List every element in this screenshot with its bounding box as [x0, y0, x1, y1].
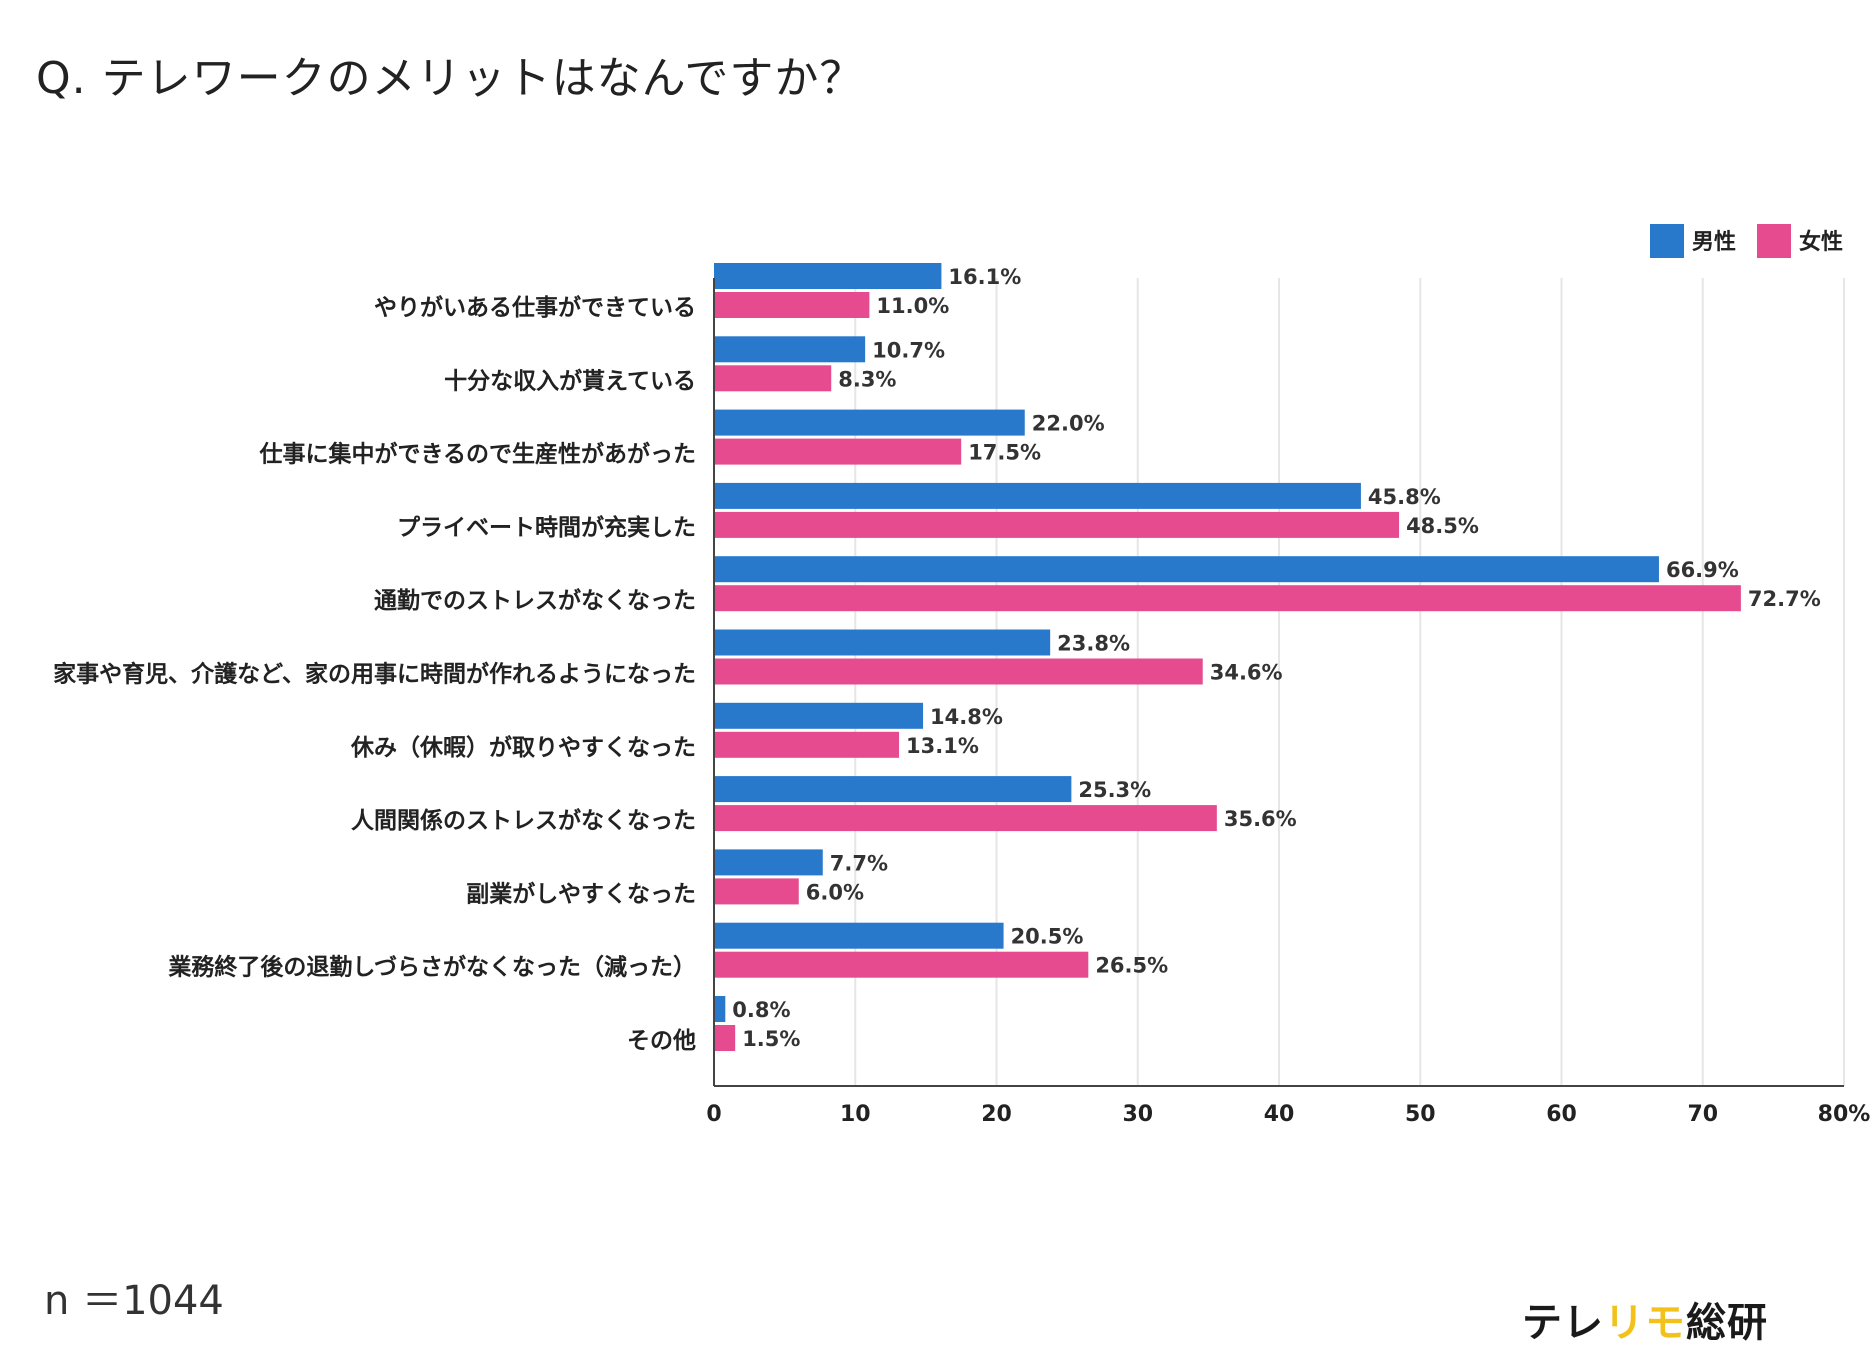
value-label-female: 26.5%: [1095, 954, 1168, 978]
category-label: 仕事に集中ができるので生産性があがった: [258, 441, 696, 468]
x-tick-label: 40: [1264, 1102, 1295, 1127]
value-label-male: 23.8%: [1057, 632, 1130, 656]
bar-male: [714, 263, 942, 289]
x-tick-label: 70: [1687, 1102, 1718, 1127]
bar-female: [714, 805, 1217, 832]
value-label-female: 11.0%: [876, 294, 949, 318]
bar-female: [714, 731, 900, 758]
legend-swatch-male: [1650, 224, 1684, 258]
legend-label-female: 女性: [1799, 229, 1843, 255]
brand-logo: テレリモ総研: [1522, 1290, 1768, 1348]
category-label: 家事や育児、介護など、家の用事に時間が作れるようになった: [53, 661, 696, 688]
category-label: 十分な収入が貰えている: [444, 367, 696, 394]
bar-male: [714, 922, 1004, 949]
x-tick-label: 60: [1546, 1102, 1577, 1127]
bar-female: [714, 878, 799, 905]
bar-female: [714, 1025, 736, 1051]
labels: 0 10 20 30 40 50 60 70 80% やりがいある仕事ができている 16.1% 11.…: [53, 265, 1870, 1127]
bar-female: [714, 585, 1741, 612]
bar-male: [714, 849, 823, 876]
bar-female: [714, 951, 1089, 978]
x-tick-label: 0: [706, 1102, 721, 1127]
x-tick-label: 20: [981, 1102, 1012, 1127]
question-title: Q. テレワークのメリットはなんですか？: [36, 53, 865, 104]
bar-female: [714, 365, 832, 392]
bar-male: [714, 776, 1072, 803]
value-label-female: 48.5%: [1406, 514, 1479, 538]
value-label-male: 0.8%: [732, 998, 790, 1022]
value-label-female: 34.6%: [1210, 661, 1283, 685]
value-label-female: 1.5%: [742, 1027, 800, 1051]
value-label-male: 66.9%: [1666, 558, 1739, 582]
legend-label-male: 男性: [1692, 230, 1736, 255]
brand-part-2: リモ: [1604, 1300, 1686, 1346]
bar-female: [714, 438, 962, 465]
value-label-female: 72.7%: [1748, 587, 1821, 611]
value-label-male: 20.5%: [1011, 925, 1084, 949]
x-tick-label: 30: [1122, 1102, 1153, 1127]
category-label: 副業がしやすくなった: [466, 880, 696, 907]
x-tick-label: 80%: [1818, 1102, 1870, 1127]
category-label: 通勤でのストレスがなくなった: [374, 587, 696, 614]
axes: [713, 278, 1844, 1087]
brand-part-1: テレ: [1522, 1300, 1604, 1346]
value-label-male: 16.1%: [948, 265, 1021, 289]
category-label: プライベート時間が充実した: [397, 514, 696, 541]
category-label: やりがいある仕事ができている: [374, 294, 696, 321]
bar-male: [714, 482, 1361, 509]
bar-female: [714, 292, 870, 318]
brand-part-3: 総研: [1686, 1300, 1768, 1346]
value-label-female: 17.5%: [968, 441, 1041, 465]
legend: 男性 女性: [1650, 224, 1843, 258]
category-label: 人間関係のストレスがなくなった: [351, 807, 696, 834]
sample-size: n ＝1044: [44, 1278, 224, 1324]
legend-swatch-female: [1757, 224, 1791, 258]
value-label-male: 22.0%: [1032, 412, 1105, 436]
value-label-male: 10.7%: [872, 338, 945, 362]
bar-female: [714, 658, 1203, 685]
bar-male: [714, 629, 1051, 656]
bars: [714, 263, 1741, 1051]
value-label-female: 6.0%: [806, 880, 864, 904]
bar-male: [714, 702, 924, 729]
category-label: 休み（休暇）が取りやすくなった: [350, 734, 696, 761]
category-label: 業務終了後の退勤しづらさがなくなった（減った）: [167, 954, 696, 981]
value-label-male: 7.7%: [830, 851, 888, 875]
value-label-male: 14.8%: [930, 705, 1003, 729]
value-label-female: 35.6%: [1224, 807, 1297, 831]
value-label-male: 25.3%: [1078, 778, 1151, 802]
category-label: その他: [627, 1028, 696, 1054]
bar-female: [714, 511, 1400, 538]
x-tick-label: 10: [840, 1102, 871, 1127]
value-label-female: 13.1%: [906, 734, 979, 758]
bar-male: [714, 336, 866, 363]
bar-male: [714, 409, 1025, 436]
bar-male: [714, 996, 726, 1022]
value-label-female: 8.3%: [838, 367, 896, 391]
value-label-male: 45.8%: [1368, 485, 1441, 509]
bar-male: [714, 556, 1659, 583]
x-tick-label: 50: [1405, 1102, 1436, 1127]
